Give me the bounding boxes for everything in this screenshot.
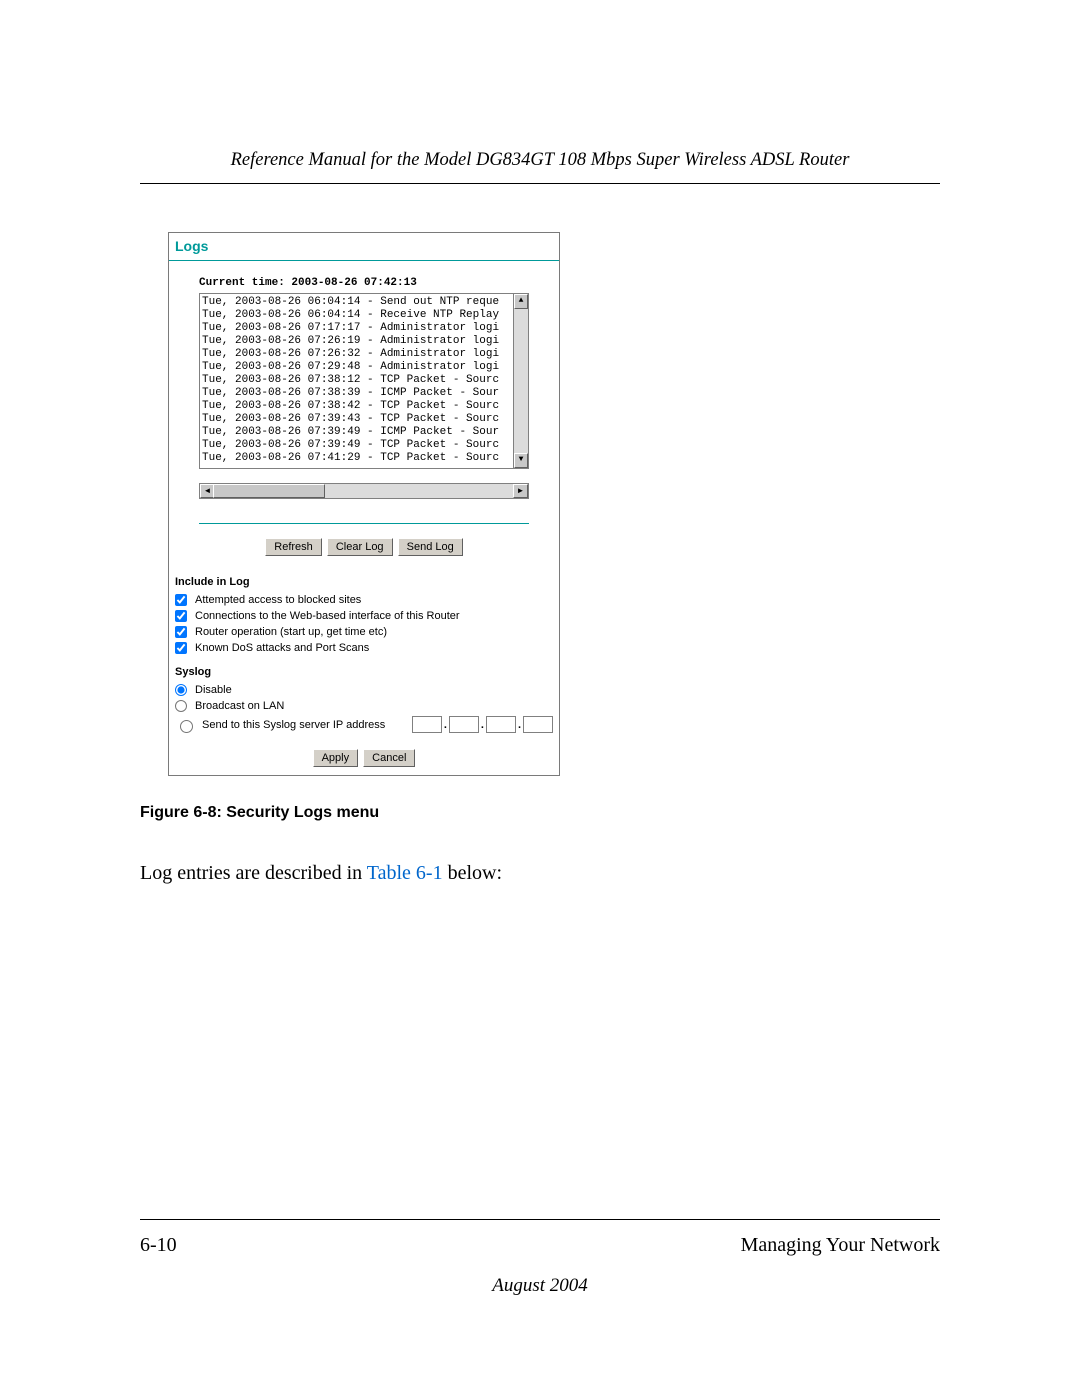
checkbox-row: Attempted access to blocked sites — [169, 592, 559, 608]
ip-address-input: ... — [412, 716, 553, 733]
page-number: 6-10 — [140, 1234, 177, 1257]
horizontal-scrollbar[interactable]: ◄ ► — [199, 483, 529, 499]
apply-button[interactable]: Apply — [313, 749, 359, 767]
page-footer: 6-10 Managing Your Network August 2004 — [140, 1219, 940, 1297]
divider — [199, 523, 529, 524]
dot-icon: . — [516, 719, 523, 731]
footer-divider — [140, 1219, 940, 1220]
checkbox-dos-attacks[interactable] — [175, 642, 187, 654]
checkbox-router-operation[interactable] — [175, 626, 187, 638]
figure-caption: Figure 6-8: Security Logs menu — [140, 804, 940, 822]
radio-disable[interactable] — [175, 684, 187, 696]
section-name: Managing Your Network — [741, 1234, 940, 1257]
radio-label: Broadcast on LAN — [195, 700, 284, 712]
radio-label: Send to this Syslog server IP address — [202, 719, 385, 731]
scroll-down-icon[interactable]: ▼ — [514, 453, 528, 468]
logs-screenshot: Logs Current time: 2003-08-26 07:42:13 T… — [168, 232, 560, 776]
cancel-button[interactable]: Cancel — [363, 749, 415, 767]
scroll-thumb[interactable] — [213, 484, 325, 498]
panel-title: Logs — [169, 233, 559, 261]
radio-row: Disable — [169, 682, 559, 698]
radio-row: Broadcast on LAN — [169, 698, 559, 714]
body-text: Log entries are described in Table 6-1 b… — [140, 862, 940, 885]
ip-octet-3[interactable] — [486, 716, 516, 733]
ip-octet-2[interactable] — [449, 716, 479, 733]
refresh-button[interactable]: Refresh — [265, 538, 322, 556]
body-text-suffix: below: — [443, 862, 502, 884]
checkbox-label: Router operation (start up, get time etc… — [195, 626, 387, 638]
send-log-button[interactable]: Send Log — [398, 538, 463, 556]
footer-date: August 2004 — [140, 1275, 940, 1297]
radio-row: Send to this Syslog server IP address ..… — [169, 714, 559, 741]
checkbox-row: Connections to the Web-based interface o… — [169, 608, 559, 624]
checkbox-label: Connections to the Web-based interface o… — [195, 610, 460, 622]
clear-log-button[interactable]: Clear Log — [327, 538, 393, 556]
ip-octet-1[interactable] — [412, 716, 442, 733]
ip-octet-4[interactable] — [523, 716, 553, 733]
scroll-right-icon[interactable]: ► — [513, 484, 528, 498]
scroll-up-icon[interactable]: ▲ — [514, 294, 528, 309]
checkbox-label: Known DoS attacks and Port Scans — [195, 642, 369, 654]
checkbox-label: Attempted access to blocked sites — [195, 594, 361, 606]
log-textarea[interactable]: Tue, 2003-08-26 06:04:14 - Send out NTP … — [199, 293, 529, 469]
syslog-heading: Syslog — [169, 664, 559, 682]
include-in-log-heading: Include in Log — [169, 574, 559, 592]
body-text-prefix: Log entries are described in — [140, 862, 367, 884]
dot-icon: . — [442, 719, 449, 731]
checkbox-web-connections[interactable] — [175, 610, 187, 622]
manual-header: Reference Manual for the Model DG834GT 1… — [140, 150, 940, 184]
vertical-scrollbar[interactable]: ▲ ▼ — [513, 294, 528, 468]
radio-label: Disable — [195, 684, 232, 696]
dot-icon: . — [479, 719, 486, 731]
table-link[interactable]: Table 6-1 — [367, 862, 443, 884]
radio-broadcast[interactable] — [175, 700, 187, 712]
radio-send-ip[interactable] — [180, 720, 193, 733]
checkbox-row: Known DoS attacks and Port Scans — [169, 640, 559, 656]
checkbox-blocked-sites[interactable] — [175, 594, 187, 606]
checkbox-row: Router operation (start up, get time etc… — [169, 624, 559, 640]
current-time-label: Current time: 2003-08-26 07:42:13 — [199, 277, 529, 289]
